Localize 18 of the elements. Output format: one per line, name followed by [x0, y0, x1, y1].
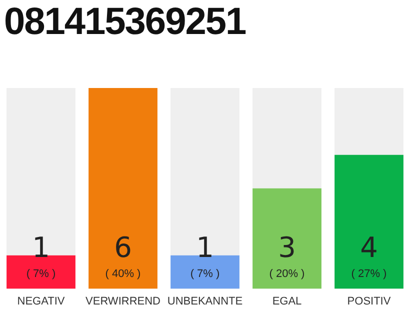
- bar: [170, 255, 240, 289]
- data-label: 1: [32, 230, 50, 264]
- annotation: ( 40% ): [105, 268, 141, 280]
- data-label: 6: [114, 230, 132, 264]
- annotation: ( 7% ): [26, 268, 56, 280]
- x-tick-label: NEGATIV: [17, 295, 66, 308]
- bar: [6, 255, 76, 289]
- x-tick-label: VERWIRREND: [86, 295, 161, 308]
- annotation: ( 20% ): [269, 268, 305, 280]
- annotation: ( 7% ): [190, 268, 220, 280]
- x-tick-label: UNBEKANNTE: [167, 295, 243, 308]
- x-tick-label: EGAL: [272, 295, 302, 308]
- data-label: 1: [196, 230, 214, 264]
- chart-title: 081415369251: [3, 0, 247, 45]
- x-tick-label: POSITIV: [347, 295, 392, 308]
- annotation: ( 27% ): [351, 268, 387, 280]
- data-label: 3: [278, 230, 296, 264]
- data-label: 4: [360, 230, 378, 264]
